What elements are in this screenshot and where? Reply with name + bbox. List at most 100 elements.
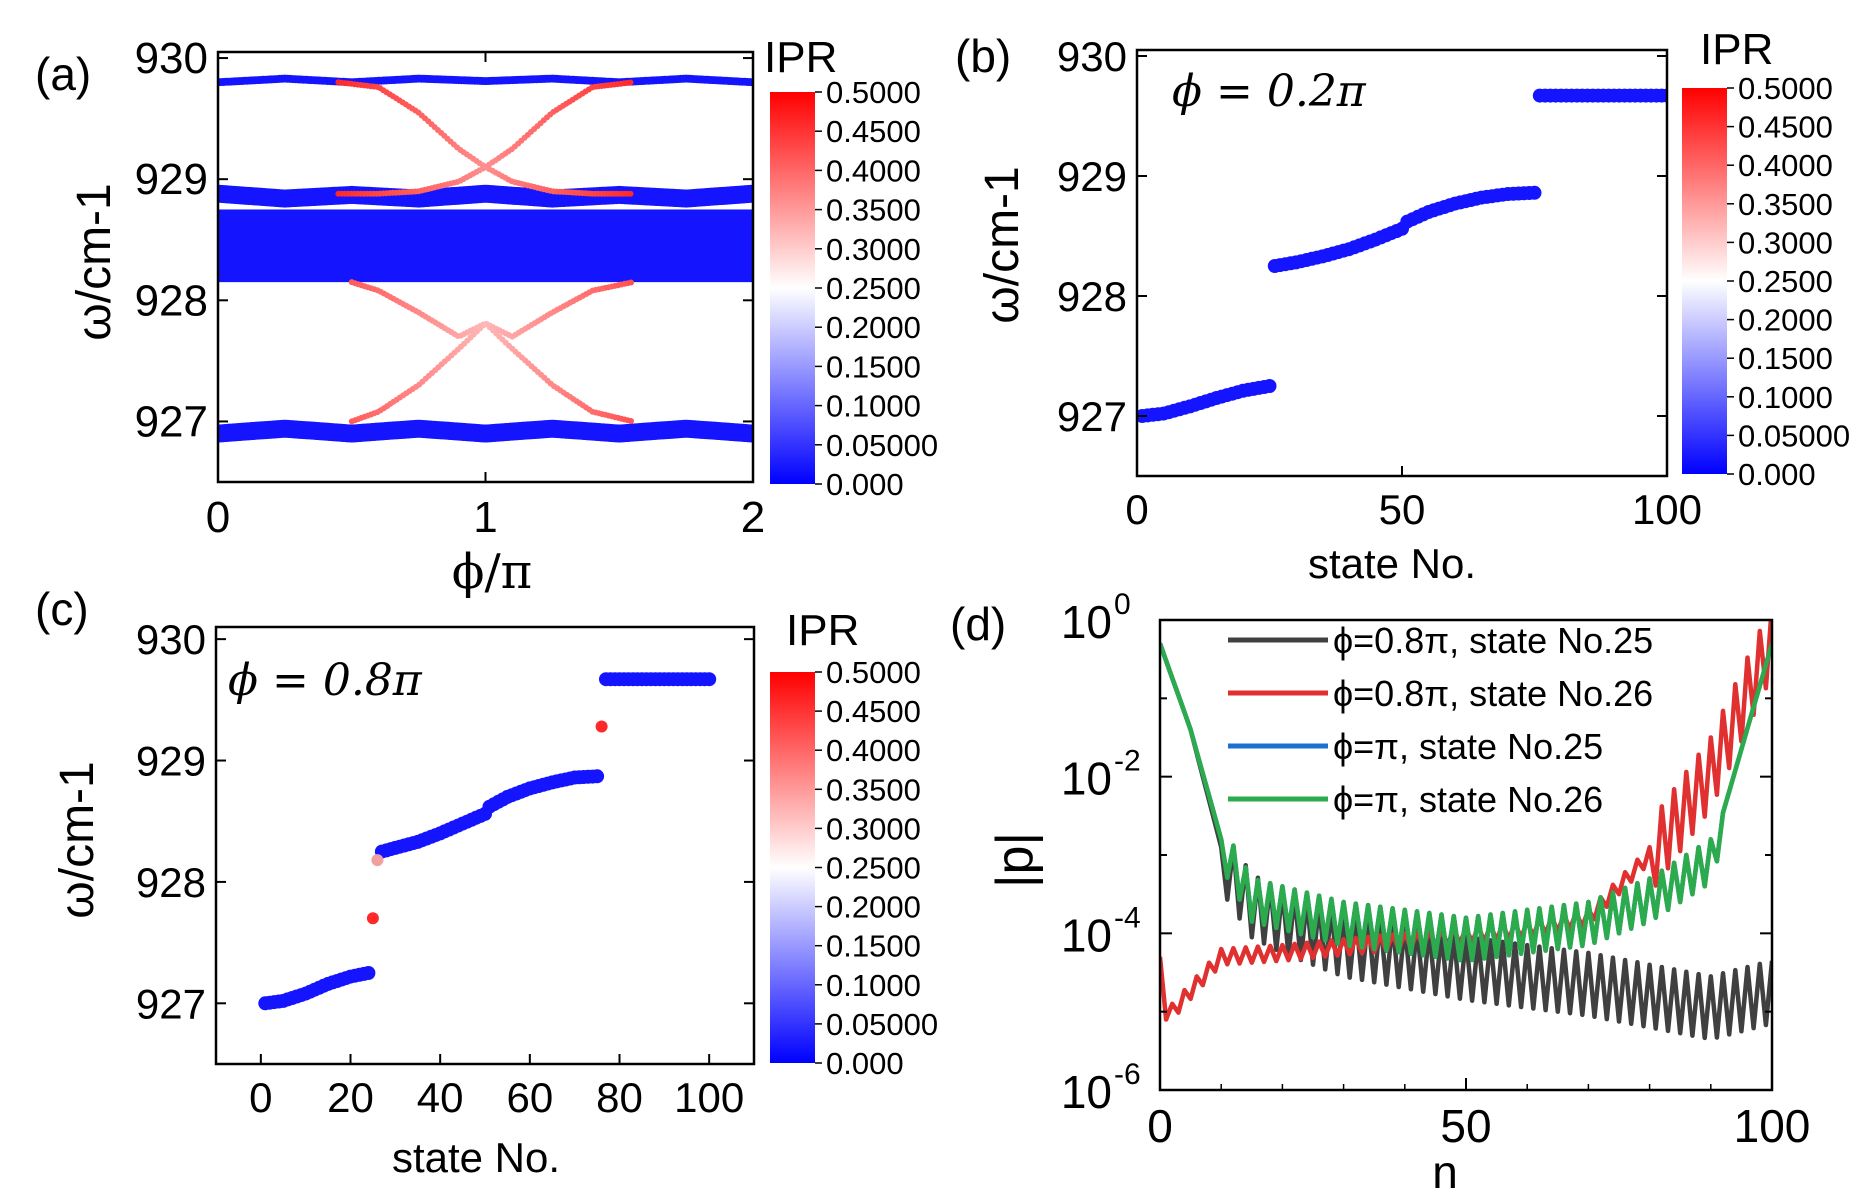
panel-a-point: [627, 79, 634, 86]
colorbar-tick-label: 0.4000: [826, 733, 921, 768]
colorbar-tick-label: 0.2500: [826, 271, 921, 306]
panel-b-series: [1532, 88, 1667, 103]
colorbar-1: IPR 0.000 0.05000 0.1000 0.1500 0.2000 0.2500 0…: [764, 33, 938, 502]
panel-b-series: [1267, 221, 1409, 273]
panel-a-ytick-label: 929: [135, 155, 208, 204]
panel-d-ytick-exponent: -2: [1114, 745, 1141, 778]
panel-d-ytick-label: 10: [1061, 596, 1112, 648]
colorbar-tick-label: 0.1000: [1738, 380, 1833, 415]
colorbar-tick-label: 0.05000: [1738, 418, 1850, 453]
colorbar-gradient: [770, 92, 815, 484]
colorbar-tick-label: 0.3500: [1738, 187, 1833, 222]
colorbar-tick-label: 0.2000: [826, 890, 921, 925]
panel-d-xtick-label: 0: [1147, 1100, 1173, 1152]
panel-a-point: [628, 279, 634, 286]
colorbar-tick-label: 0.05000: [826, 428, 938, 463]
colorbar-tick-label: 0.4500: [826, 114, 921, 149]
panel-a-ytick-label: 928: [135, 276, 208, 325]
colorbar-gradient: [1682, 88, 1727, 474]
colorbar-tick-label: 0.1500: [1738, 341, 1833, 376]
panel-a-ytick-label: 927: [135, 397, 208, 446]
panel-a-xtick-label: 0: [206, 493, 230, 542]
panel-a-series: [335, 79, 634, 197]
colorbar-tick-label: 0.4000: [826, 153, 921, 188]
panel-b-series: [1400, 185, 1542, 229]
panel-b-ytick-label: 930: [1057, 33, 1127, 80]
panel-b-xlabel: state No.: [1308, 540, 1476, 587]
panel-c-xtick-label: 0: [249, 1074, 272, 1121]
colorbar-tick-label: 0.1000: [826, 968, 921, 1003]
panel-a-ytick-label: 930: [135, 34, 208, 83]
panel-b-ylabel: ω/cm-1: [976, 166, 1029, 323]
panel-c-ytick-label: 928: [136, 859, 206, 906]
colorbar-3: IPR 0.000 0.05000 0.1000 0.1500 0.2000 0.2500 0…: [770, 606, 938, 1081]
panel-d: 10 010 -210 -410 -60 50 100 ϕ=0.8π, state No.2…: [986, 588, 1810, 1195]
panel-a-xlabel: ϕ/π: [452, 544, 532, 600]
colorbar-tick-label: 0.3000: [826, 232, 921, 267]
colorbar-tick-label: 0.4500: [1738, 110, 1833, 145]
panel-d-xlabel: n: [1432, 1146, 1458, 1195]
panel-d-xtick-label: 100: [1734, 1100, 1811, 1152]
panel-a-series: [335, 79, 634, 197]
panel-a-bulk-band: [218, 209, 753, 283]
panel-c-series: [258, 966, 376, 1011]
panel-c-frame: [214, 625, 756, 1066]
panel-a: 0 1 2 927 928 929 930 ϕ/π ω/cm-1: [68, 34, 765, 600]
panel-d-ylabel: |p|: [986, 832, 1044, 888]
panel-d-xtick-label: 50: [1440, 1100, 1491, 1152]
panel-a-label: (a): [35, 48, 91, 100]
panel-c-ytick-label: 927: [136, 980, 206, 1027]
colorbar-title: IPR: [1700, 25, 1773, 74]
colorbar-tick-label: 0.2000: [826, 310, 921, 345]
panel-d-ytick-exponent: -4: [1114, 901, 1141, 934]
colorbar-tick-label: 0.3500: [826, 772, 921, 807]
panel-c: 0 20 40 60 80 100 927 928 929 930 ϕ = 0.8π state …: [51, 616, 756, 1181]
colorbar-title: IPR: [786, 606, 859, 655]
colorbar-gradient: [770, 672, 815, 1063]
panel-d-ytick-label: 10: [1061, 1066, 1112, 1118]
colorbar-tick-label: 0.1000: [826, 389, 921, 424]
panel-c-annotation: ϕ = 0.8π: [228, 655, 423, 706]
panel-d-label: (d): [950, 598, 1006, 650]
panel-c-xtick-label: 40: [417, 1074, 464, 1121]
panel-c-xtick-label: 100: [674, 1074, 744, 1121]
panel-a-series: [218, 184, 753, 208]
colorbar-tick-label: 0.000: [826, 467, 904, 502]
panel-b-label: (b): [955, 30, 1011, 82]
panel-a-series: [218, 74, 753, 87]
panel-a-xtick-label: 1: [473, 493, 497, 542]
colorbar-tick-label: 0.1500: [826, 929, 921, 964]
panel-d-ytick-label: 10: [1061, 909, 1112, 961]
panel-d-ytick-label: 10: [1061, 753, 1112, 805]
panel-b-series: [1137, 379, 1277, 423]
colorbar-tick-label: 0.2000: [1738, 303, 1833, 338]
panel-a-series: [218, 419, 753, 443]
panel-a-ylabel: ω/cm-1: [68, 183, 121, 340]
panel-a-series: [348, 279, 634, 425]
panel-c-series: [374, 806, 492, 859]
colorbar-tick-label: 0.4500: [826, 694, 921, 729]
panel-c-series: [482, 769, 605, 814]
colorbar-tick-label: 0.2500: [826, 851, 921, 886]
panel-c-label: (c): [35, 583, 89, 635]
panel-c-xtick-label: 20: [327, 1074, 374, 1121]
panel-a-plot-area: [218, 74, 753, 443]
panel-c-edge-point: [595, 720, 608, 733]
panel-b-ytick-label: 929: [1057, 153, 1127, 200]
panel-d-legend-label: ϕ=π, state No.25: [1333, 726, 1603, 767]
panel-c-xtick-label: 80: [596, 1074, 643, 1121]
colorbar-tick-label: 0.4000: [1738, 148, 1833, 183]
panel-b-ytick-label: 928: [1057, 273, 1127, 320]
panel-d-legend-label: ϕ=π, state No.26: [1333, 779, 1603, 820]
panel-c-xtick-label: 60: [506, 1074, 553, 1121]
colorbar-title: IPR: [764, 33, 837, 82]
colorbar-tick-label: 0.2500: [1738, 264, 1833, 299]
colorbar-tick-label: 0.3000: [1738, 225, 1833, 260]
panel-d-ytick-exponent: -6: [1114, 1058, 1141, 1091]
panel-c-point: [361, 966, 376, 980]
colorbar-tick-label: 0.5000: [826, 655, 921, 690]
panel-a-series: [348, 279, 634, 424]
panel-c-edge-point: [366, 912, 379, 925]
panel-d-ytick-exponent: 0: [1114, 588, 1131, 621]
colorbar-tick-label: 0.5000: [1738, 71, 1833, 106]
